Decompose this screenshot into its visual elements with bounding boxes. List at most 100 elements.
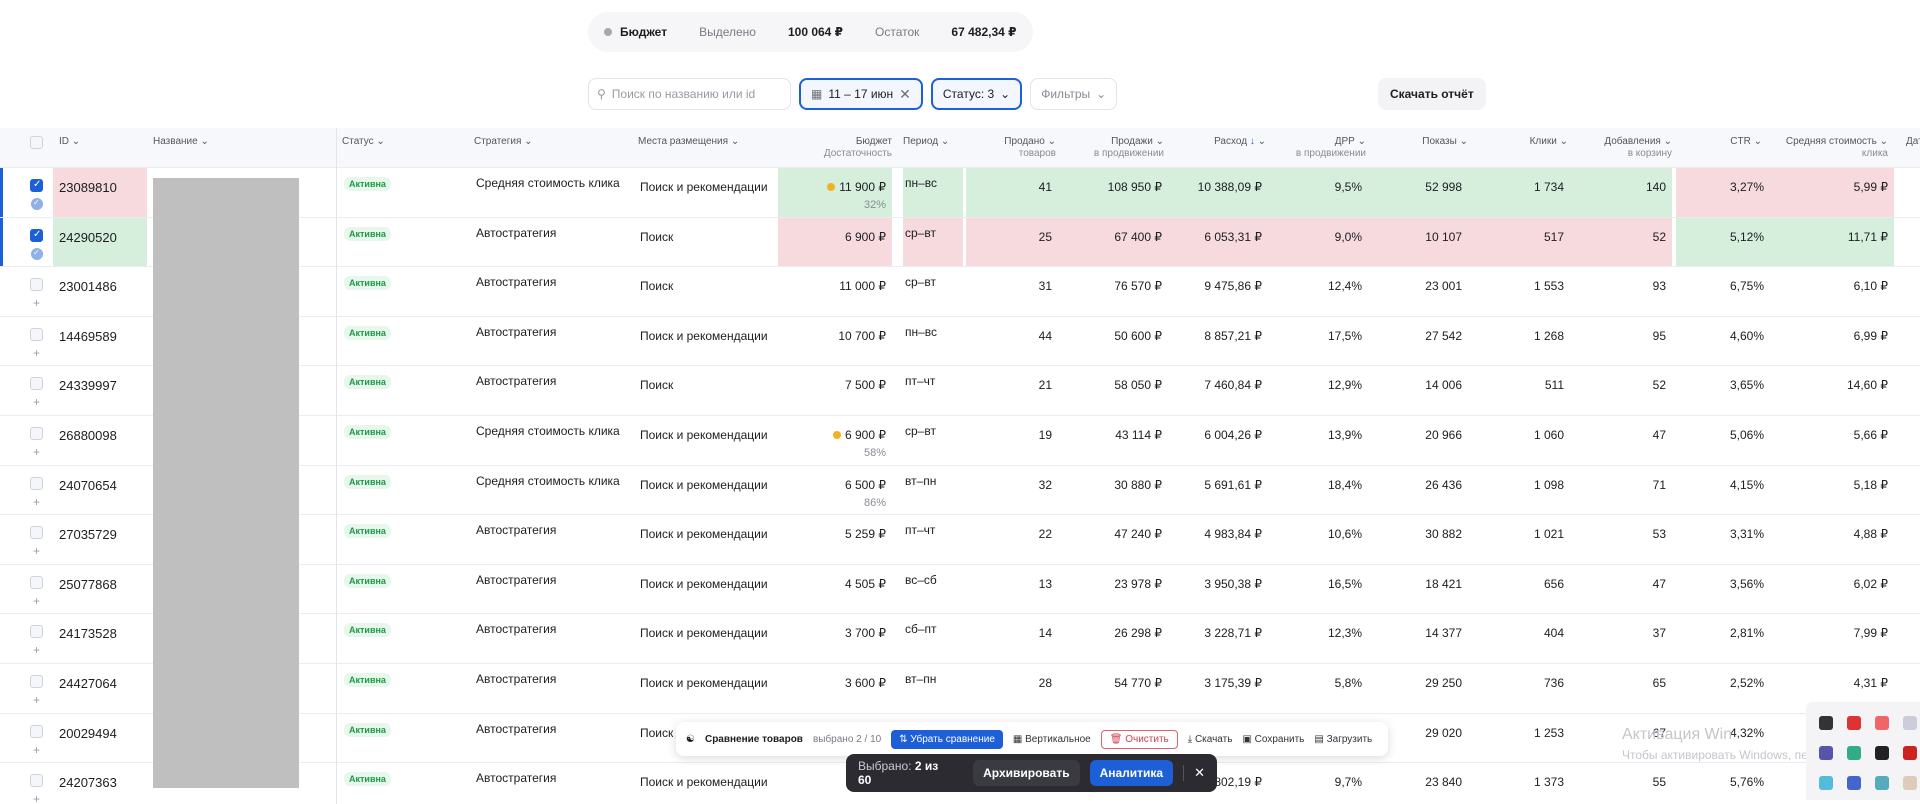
compare-check-icon[interactable]: [31, 247, 43, 260]
tray-app-icon[interactable]: [1875, 716, 1889, 730]
table-row[interactable]: 24290520 Активна Автостратегия Поиск 6 900 ₽…: [0, 217, 1920, 268]
col-period[interactable]: Период ⌄: [903, 136, 950, 147]
cell-id[interactable]: 24290520: [53, 217, 147, 267]
tray-app-icon[interactable]: [1875, 776, 1889, 790]
add-compare-icon[interactable]: +: [33, 742, 41, 757]
table-row[interactable]: +24339997 Активна Автостратегия Поиск 7 500 …: [0, 366, 1920, 416]
row-checkbox[interactable]: [30, 278, 43, 292]
search-input[interactable]: ⚲ Поиск по названию или id: [588, 78, 791, 110]
col-ctr[interactable]: CTR ⌄: [1730, 136, 1762, 147]
archive-button[interactable]: Архивировать: [973, 760, 1080, 786]
table-row[interactable]: +14469589 Активна Автостратегия Поиск и рек…: [0, 317, 1920, 367]
table-row[interactable]: 23089810 Активна Средняя стоимость клика По…: [0, 168, 1920, 218]
add-compare-icon[interactable]: +: [33, 444, 41, 459]
cell-id[interactable]: 24427064: [59, 675, 117, 691]
chevron-down-icon: ⌄: [1096, 87, 1107, 101]
tray-app-icon[interactable]: [1819, 746, 1833, 760]
tray-app-icon[interactable]: [1819, 716, 1833, 730]
close-icon[interactable]: ✕: [1194, 765, 1205, 780]
analytics-button[interactable]: Аналитика: [1089, 760, 1174, 786]
row-checkbox[interactable]: [30, 774, 43, 788]
status-filter[interactable]: Статус: 3 ⌄: [930, 78, 1023, 110]
col-sold[interactable]: Продано ⌄ товаров: [1004, 136, 1056, 159]
row-checkbox[interactable]: [30, 476, 43, 490]
col-id[interactable]: ID ⌄: [59, 136, 81, 147]
col-status[interactable]: Статус ⌄: [342, 136, 385, 147]
cell-id[interactable]: 23089810: [53, 168, 147, 217]
row-checkbox[interactable]: [30, 526, 43, 540]
tray-app-icon[interactable]: [1819, 776, 1833, 790]
col-name[interactable]: Название ⌄: [153, 136, 209, 147]
row-checkbox[interactable]: [30, 327, 43, 341]
col-places[interactable]: Места размещения ⌄: [638, 136, 740, 147]
tray-app-icon[interactable]: [1903, 746, 1917, 760]
tray-app-icon[interactable]: [1847, 746, 1861, 760]
cell-id[interactable]: 27035729: [59, 527, 117, 543]
table-row[interactable]: +24173528 Активна Автостратегия Поиск и рек…: [0, 614, 1920, 664]
tray-app-icon[interactable]: [1847, 776, 1861, 790]
compare-check-icon[interactable]: [31, 198, 43, 210]
row-checkbox[interactable]: [30, 575, 43, 589]
cell-id[interactable]: 14469589: [59, 328, 117, 344]
load-button[interactable]: ▤ Загрузить: [1314, 733, 1373, 745]
tray-app-icon[interactable]: [1903, 776, 1917, 790]
cell-id[interactable]: 24339997: [59, 378, 117, 394]
cell-id[interactable]: 24173528: [59, 626, 117, 642]
budget-label: Бюджет: [620, 25, 668, 39]
add-compare-icon[interactable]: +: [33, 544, 41, 559]
add-compare-icon[interactable]: +: [33, 692, 41, 707]
add-compare-icon[interactable]: +: [33, 345, 41, 360]
clear-button[interactable]: 🗑 Очистить: [1100, 729, 1178, 749]
vertical-button[interactable]: ▦ Вертикальное: [1012, 733, 1091, 745]
row-checkbox[interactable]: [30, 674, 43, 688]
cell-id[interactable]: 24207363: [59, 775, 117, 791]
cell-id[interactable]: 25077868: [59, 576, 117, 592]
col-strategy[interactable]: Стратегия ⌄: [474, 136, 533, 147]
table-row[interactable]: +24070654 Активна Средняя стоимость клика П…: [0, 466, 1920, 516]
tray-app-icon[interactable]: [1903, 716, 1917, 730]
remove-compare-button[interactable]: ⇅ Убрать сравнение: [891, 729, 1003, 749]
table-row[interactable]: +27035729 Активна Автостратегия Поиск и рек…: [0, 515, 1920, 565]
col-clicks[interactable]: Клики ⌄: [1529, 136, 1568, 147]
campaign-table: ID ⌄ Название ⌄ Статус ⌄ Стратегия ⌄ Мес…: [0, 128, 1920, 804]
tray-app-icon[interactable]: [1847, 716, 1861, 730]
table-row[interactable]: +25077868 Активна Автостратегия Поиск и рек…: [0, 565, 1920, 615]
cell-period: вт–пн: [905, 671, 937, 686]
download-button[interactable]: ⤓ Скачать: [1187, 733, 1233, 745]
row-checkbox[interactable]: [30, 625, 43, 639]
add-compare-icon[interactable]: +: [33, 792, 41, 804]
cell-id[interactable]: 24070654: [59, 477, 117, 493]
row-checkbox[interactable]: [30, 724, 43, 738]
col-date[interactable]: Дат: [1906, 136, 1920, 147]
table-row[interactable]: +26880098 Активна Средняя стоимость клика П…: [0, 416, 1920, 466]
col-views[interactable]: Показы ⌄: [1422, 136, 1468, 147]
filters-button[interactable]: Фильтры ⌄: [1030, 78, 1118, 110]
row-checkbox[interactable]: [30, 228, 43, 242]
close-icon[interactable]: ✕: [899, 85, 911, 102]
col-cart[interactable]: Добавления ⌄ в корзину: [1604, 136, 1672, 159]
add-compare-icon[interactable]: +: [33, 296, 41, 311]
col-spend[interactable]: Расход ↓ ⌄: [1214, 136, 1266, 147]
table-row[interactable]: +23001486 Активна Автостратегия Поиск 11 000…: [0, 267, 1920, 317]
col-sales[interactable]: Продажи ⌄ в продвижении: [1093, 136, 1164, 159]
add-compare-icon[interactable]: +: [33, 395, 41, 410]
row-checkbox[interactable]: [30, 426, 43, 440]
download-report-button[interactable]: Скачать отчёт: [1378, 78, 1486, 110]
cell-id[interactable]: 23001486: [59, 279, 117, 295]
cell-id[interactable]: 26880098: [59, 427, 117, 443]
table-row[interactable]: +24427064 Активна Автостратегия Поиск и рек…: [0, 664, 1920, 714]
select-all-checkbox[interactable]: [30, 136, 43, 149]
tray-app-icon[interactable]: [1875, 746, 1889, 760]
add-compare-icon[interactable]: +: [33, 593, 41, 608]
add-compare-icon[interactable]: +: [33, 494, 41, 509]
col-drr[interactable]: ДРР ⌄ в продвижении: [1295, 136, 1366, 159]
col-budget[interactable]: Бюджет Достаточность: [823, 136, 892, 159]
col-cpc[interactable]: Средняя стоимость ⌄ клика: [1785, 136, 1888, 159]
row-checkbox[interactable]: [30, 179, 43, 192]
save-button[interactable]: ▣ Сохранить: [1242, 733, 1305, 745]
cell-id[interactable]: 20029494: [59, 725, 117, 741]
date-filter[interactable]: ▦ 11 – 17 июн ✕: [799, 78, 923, 110]
add-compare-icon[interactable]: +: [33, 643, 41, 658]
table-row[interactable]: +24207363 Активна Автостратегия Поиск и рек…: [0, 763, 1920, 804]
row-checkbox[interactable]: [30, 377, 43, 391]
